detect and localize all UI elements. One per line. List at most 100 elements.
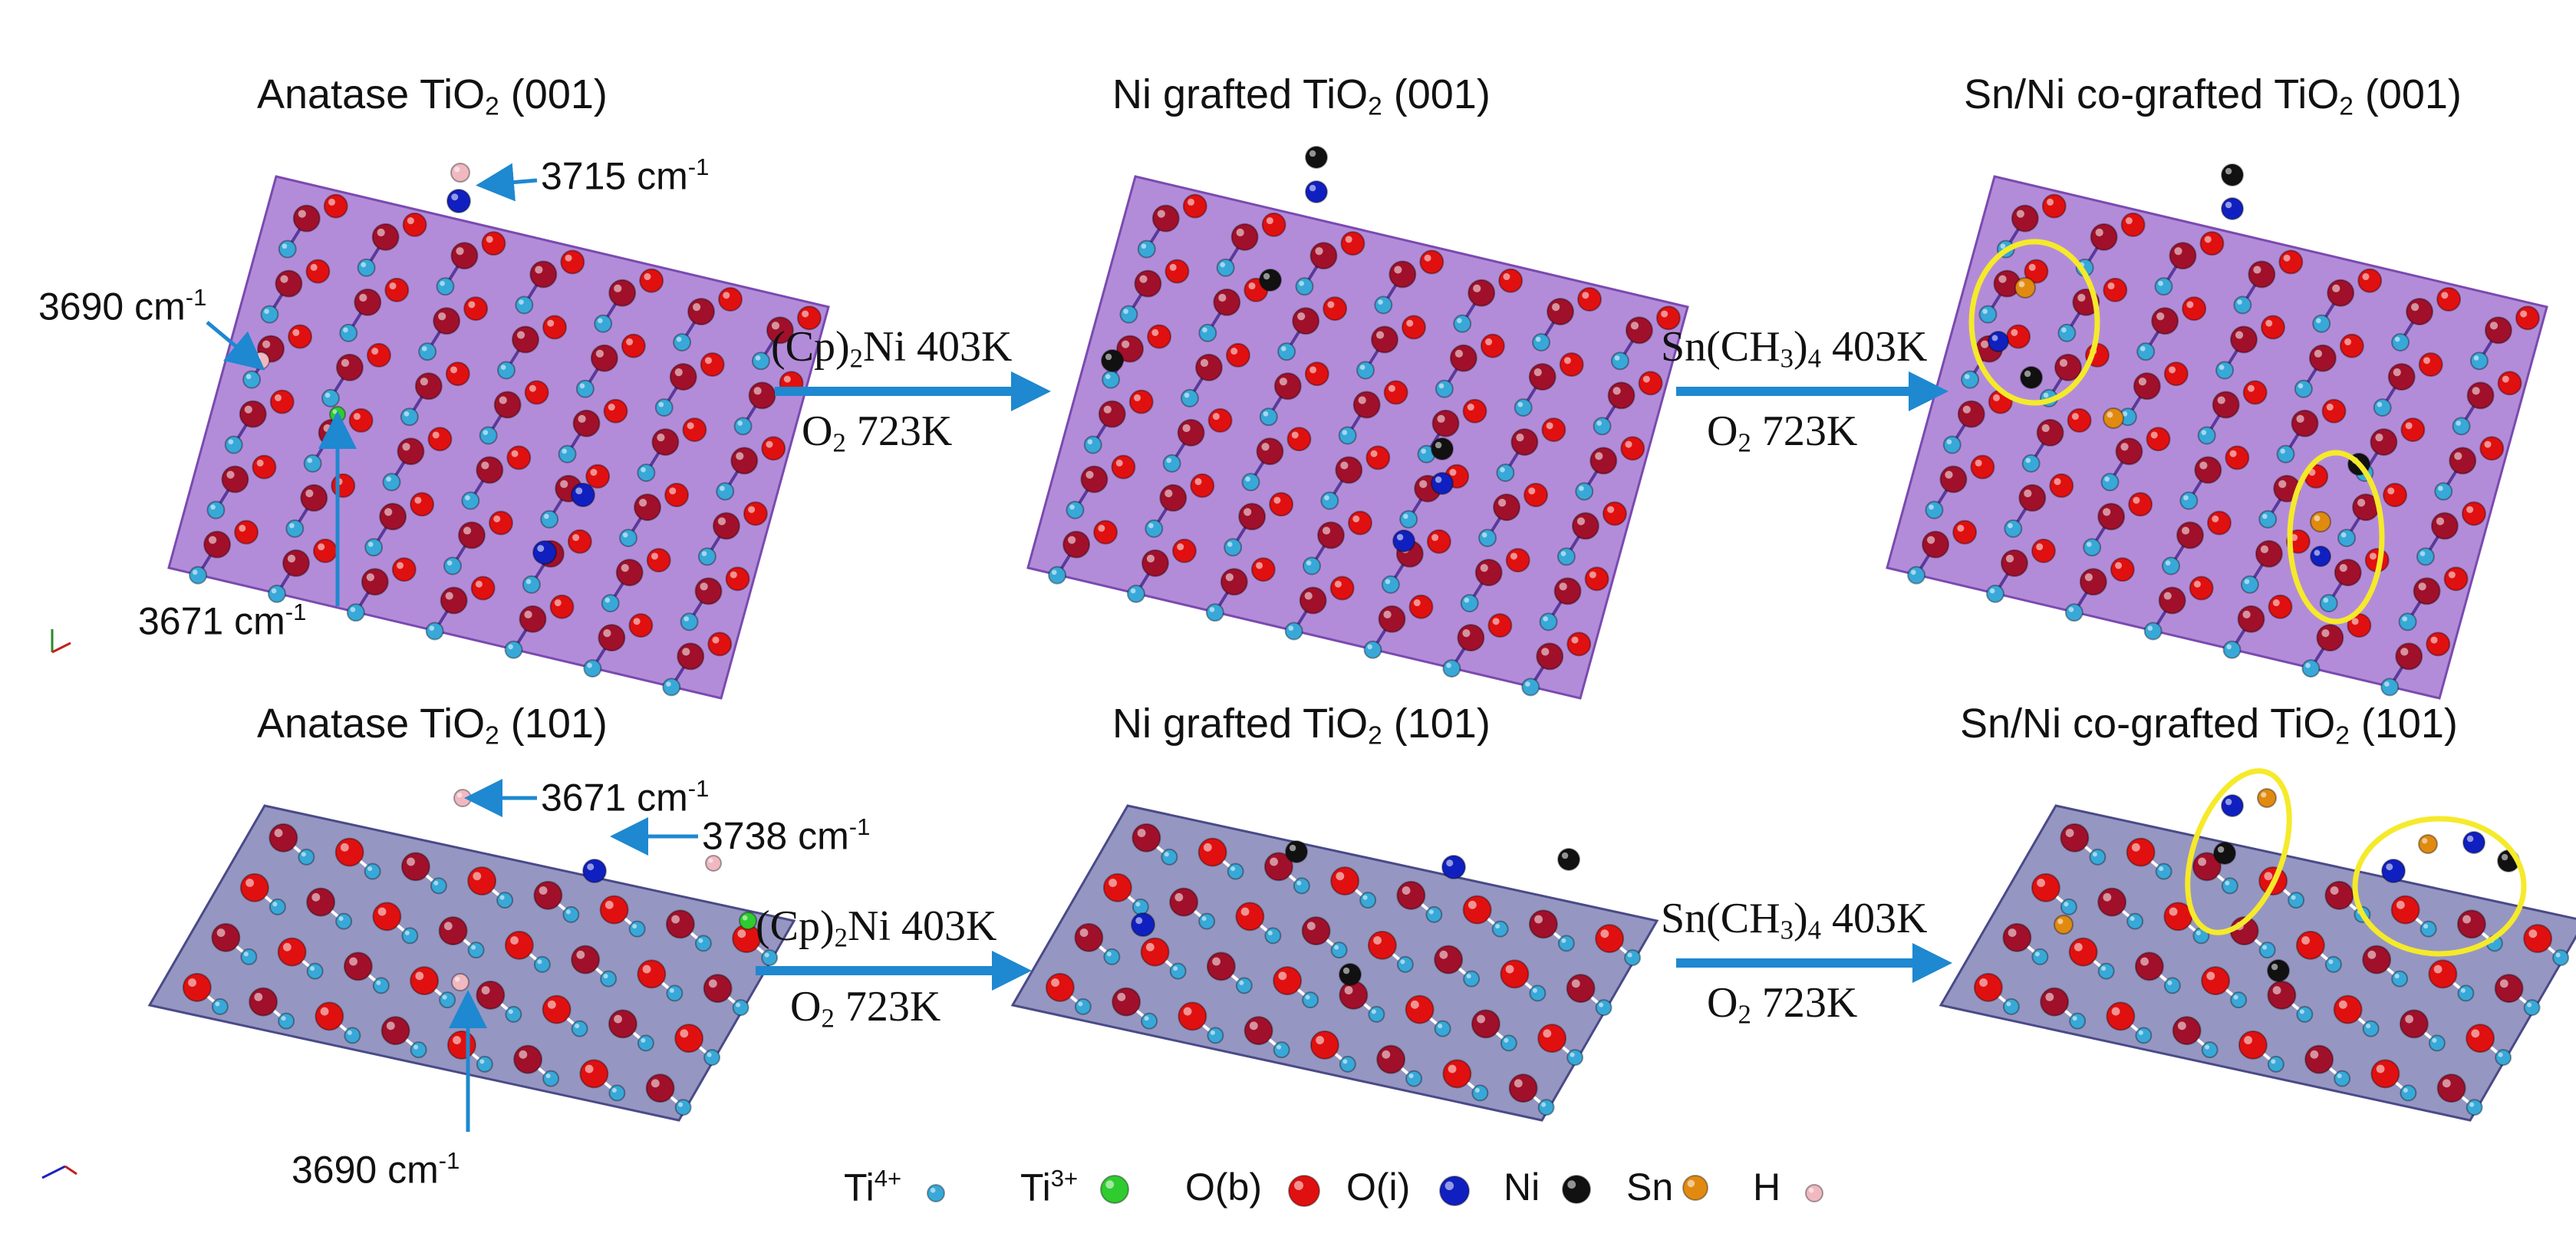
step-sn-oxidation-001: O2 723K bbox=[1707, 407, 1858, 458]
ob-atom-shine bbox=[633, 618, 641, 625]
ob-atom bbox=[615, 559, 644, 587]
ob-atom bbox=[1317, 521, 1345, 549]
ob-atom-shine bbox=[2253, 265, 2261, 274]
ob-atom-shine bbox=[1098, 524, 1105, 532]
oi-atom bbox=[582, 859, 607, 883]
ni-atom-shine bbox=[2217, 846, 2225, 853]
ob-atom bbox=[1388, 260, 1417, 289]
ob-atom bbox=[2321, 398, 2347, 424]
ob-atom-shine bbox=[366, 573, 374, 582]
ob-atom-shine bbox=[560, 480, 568, 488]
ob-atom bbox=[2110, 557, 2135, 582]
sn-atom-shine bbox=[2018, 281, 2025, 288]
ob-atom bbox=[450, 242, 479, 270]
ob-atom-shine bbox=[2272, 599, 2280, 607]
ti4-atom-shine bbox=[386, 477, 391, 482]
ob-atom bbox=[2067, 407, 2092, 433]
ob-atom-shine bbox=[535, 265, 543, 274]
ob-atom bbox=[1256, 437, 1284, 466]
ti4-atom-shine bbox=[243, 951, 249, 957]
ti4-atom bbox=[2069, 1012, 2087, 1030]
ti4-atom bbox=[278, 239, 297, 259]
ob-atom-shine bbox=[2131, 843, 2140, 852]
ob-atom-shine bbox=[2489, 322, 2499, 330]
ti4-atom bbox=[2258, 510, 2278, 529]
ob-atom-shine bbox=[1424, 254, 1431, 262]
ob-atom-shine bbox=[1212, 957, 1220, 966]
ob-atom bbox=[2079, 568, 2107, 596]
ti4-atom-shine bbox=[764, 952, 769, 958]
ob-atom bbox=[1566, 974, 1596, 1004]
ti3-atom bbox=[739, 912, 757, 930]
ob-atom bbox=[2484, 316, 2512, 345]
ob-atom-shine bbox=[1546, 422, 1553, 430]
ob-atom-shine bbox=[651, 1079, 660, 1088]
ob-atom-shine bbox=[2344, 338, 2352, 346]
ti4-atom-shine bbox=[669, 988, 674, 993]
ob-atom-shine bbox=[2362, 273, 2370, 281]
ti4-atom bbox=[1500, 1034, 1517, 1052]
ob-atom bbox=[1468, 279, 1496, 307]
ti4-atom-shine bbox=[289, 523, 295, 529]
ob-atom bbox=[2242, 380, 2268, 405]
ob-atom-shine bbox=[2357, 499, 2366, 507]
ob-atom-shine bbox=[547, 319, 555, 327]
ni-atom bbox=[1339, 963, 1362, 986]
ob-atom-shine bbox=[2150, 431, 2158, 439]
ob-atom bbox=[2225, 445, 2250, 470]
ti4-atom bbox=[303, 453, 322, 473]
ob-atom-shine bbox=[2351, 618, 2359, 625]
ti4-atom bbox=[260, 305, 279, 324]
ob-atom-shine bbox=[2008, 928, 2017, 937]
ti4-atom bbox=[662, 678, 681, 697]
ob-atom-shine bbox=[1370, 450, 1378, 457]
ob-atom-shine bbox=[1273, 496, 1281, 504]
ob-atom-shine bbox=[642, 965, 651, 974]
ti4-atom bbox=[697, 547, 716, 566]
ti4-atom bbox=[654, 398, 674, 417]
ob-atom-shine bbox=[1514, 1079, 1523, 1088]
ob-atom bbox=[1577, 287, 1603, 312]
ni-atom-shine bbox=[2271, 963, 2278, 971]
ti4-atom bbox=[1126, 584, 1145, 603]
ob-atom bbox=[2324, 880, 2354, 910]
ob-atom-shine bbox=[1270, 857, 1278, 866]
ob-atom-shine bbox=[565, 254, 572, 262]
ob-atom bbox=[2212, 391, 2240, 419]
ti4-atom-shine bbox=[343, 327, 348, 333]
ob-atom bbox=[2134, 951, 2164, 981]
ti4-atom-shine bbox=[1500, 467, 1505, 473]
ob-atom bbox=[334, 837, 364, 867]
ti4-atom bbox=[2221, 877, 2238, 895]
ti4-atom bbox=[1119, 305, 1138, 324]
ob-atom bbox=[481, 231, 506, 256]
ob-atom-shine bbox=[341, 358, 350, 368]
ob-atom-shine bbox=[737, 929, 746, 938]
ti4-atom bbox=[306, 962, 324, 980]
ob-atom bbox=[275, 269, 303, 298]
ob-atom bbox=[446, 1030, 476, 1060]
ti4-atom bbox=[2004, 519, 2023, 538]
ob-atom bbox=[664, 483, 690, 508]
ti4-atom bbox=[418, 342, 437, 361]
ob-atom bbox=[410, 966, 440, 996]
ob-atom-shine bbox=[2433, 965, 2443, 974]
ob-atom bbox=[489, 510, 513, 536]
ti4-atom bbox=[1985, 584, 2004, 603]
ti4-atom bbox=[2240, 575, 2259, 594]
ob-atom bbox=[1132, 823, 1161, 852]
ob-atom-shine bbox=[1182, 424, 1191, 433]
ti4-atom bbox=[2060, 898, 2077, 915]
ob-atom-shine bbox=[2047, 198, 2054, 206]
ob-atom-shine bbox=[1236, 228, 1244, 237]
oi-atom bbox=[1131, 912, 1155, 937]
ti4-atom-shine bbox=[281, 1016, 286, 1021]
ob-atom-shine bbox=[1177, 543, 1184, 551]
panel-title-anatase-101: Anatase TiO2 (101) bbox=[257, 701, 608, 750]
ni-atom-shine bbox=[1105, 353, 1112, 361]
ob-atom-shine bbox=[1402, 886, 1411, 895]
ob-atom-shine bbox=[481, 461, 489, 470]
ti4-atom bbox=[628, 920, 646, 938]
ob-atom-shine bbox=[2206, 971, 2215, 981]
legend-sn-swatch bbox=[1682, 1175, 1708, 1201]
